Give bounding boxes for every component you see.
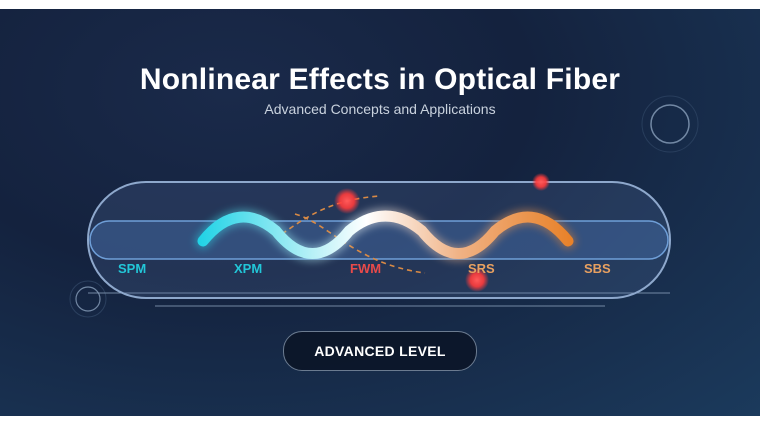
photon-particle: [532, 173, 550, 191]
slide: Nonlinear Effects in Optical Fiber Advan…: [0, 9, 760, 416]
effect-label-spm: SPM: [118, 261, 147, 276]
photon-particle: [465, 268, 489, 292]
fiber-illustration: [69, 95, 699, 318]
fiber-core: [89, 220, 669, 260]
effect-label-sbs: SBS: [584, 261, 611, 276]
photon-particle: [334, 188, 360, 214]
dashed-curve-lower: [294, 213, 426, 274]
advanced-level-badge: ADVANCED LEVEL: [283, 331, 477, 371]
decorative-ring-right: [641, 95, 699, 153]
decorative-ring-left: [69, 280, 107, 318]
page-title: Nonlinear Effects in Optical Fiber: [139, 63, 621, 96]
effect-label-srs: SRS: [468, 261, 495, 276]
light-wave: [197, 210, 574, 259]
effect-label-xpm: XPM: [234, 261, 263, 276]
page-subtitle: Advanced Concepts and Applications: [264, 101, 496, 117]
effect-label-fwm: FWM: [350, 261, 382, 276]
dashed-curve-upper: [281, 195, 381, 235]
